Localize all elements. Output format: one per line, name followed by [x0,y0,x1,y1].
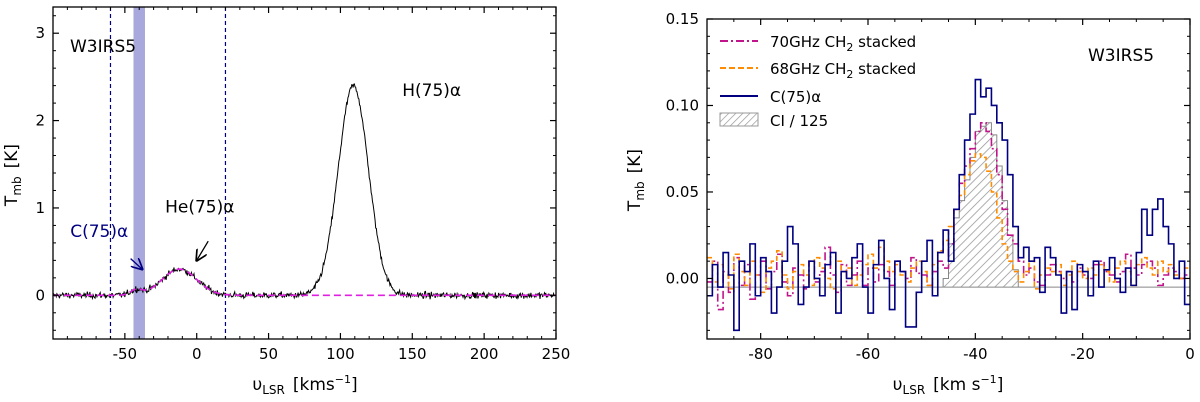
series-c75a [707,78,1190,332]
legend-label-70ghz: 70GHz CH2 stacked [770,33,916,54]
x-tick-label: 50 [259,345,278,363]
legend: 70GHz CH2 stacked 68GHz CH2 stacked C(75… [719,33,916,130]
x-tick-label: -80 [748,345,773,363]
x-tick-label: -50 [113,345,138,363]
ticks: -50 0 50 100 150 200 250 0 1 2 3 [35,7,570,363]
annotation-c75a: C(75)α [70,222,128,242]
arrow-c75a [130,259,142,269]
arrow-he75a [197,240,209,260]
x-tick-label: 150 [398,345,427,363]
spectrum-panel-left: -50 0 50 100 150 200 250 0 1 2 3 W3IRS5 H(75)α He(… [2,6,570,397]
plot-frame [52,6,557,340]
annotation-he75a: He(75)α [165,197,234,217]
y-tick-label: 1 [35,199,45,217]
x-axis-title: υLSR [kms−1] [252,373,357,397]
x-tick-label: 0 [192,345,202,363]
y-tick-label: 0.00 [666,269,699,287]
x-tick-label: 100 [326,345,355,363]
x-tick-label: -60 [856,345,881,363]
legend-label-ci: CI / 125 [770,112,828,130]
x-tick-label: 250 [542,345,571,363]
x-tick-label: 0 [1185,345,1195,363]
source-label: W3IRS5 [70,37,136,57]
series-spectrum [53,83,556,301]
spectrum-panel-right: -80 -60 -40 -20 0 0.00 0.05 0.10 0.15 W3IRS5 70G… [625,10,1195,397]
y-tick-label: 0.10 [666,96,699,114]
y-tick-label: 2 [35,112,45,130]
shaded-band [133,7,145,339]
series-fit [53,268,556,297]
annotation-h75a: H(75)α [402,81,461,101]
y-tick-label: 0 [35,286,45,304]
y-tick-label: 3 [35,24,45,42]
x-axis-title: υLSR [km s−1] [893,373,1004,397]
x-tick-label: -20 [1070,345,1095,363]
legend-label-c75a: C(75)α [770,88,821,106]
x-tick-label: -40 [963,345,988,363]
x-tick-label: 200 [470,345,499,363]
source-label: W3IRS5 [1088,46,1154,66]
plot-frame [706,18,1191,340]
y-tick-label: 0.15 [666,10,699,28]
legend-key-ci [719,112,759,127]
y-axis-title: Tmb[K] [2,144,24,207]
y-tick-label: 0.05 [666,183,699,201]
y-axis-title: Tmb[K] [625,149,647,212]
legend-label-68ghz: 68GHz CH2 stacked [770,60,916,81]
series-ci-125 [707,122,1190,288]
